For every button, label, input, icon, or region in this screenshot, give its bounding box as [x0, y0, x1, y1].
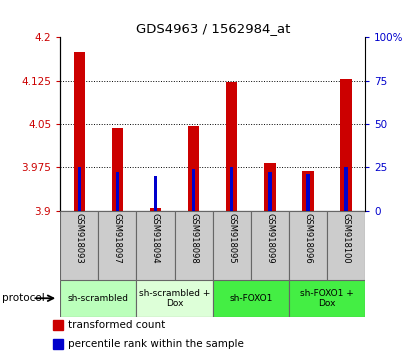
FancyBboxPatch shape [98, 211, 137, 280]
Bar [192, 169, 195, 211]
Text: GSM918093: GSM918093 [75, 213, 84, 264]
Bar [344, 167, 348, 211]
Bar [306, 174, 310, 211]
Title: GDS4963 / 1562984_at: GDS4963 / 1562984_at [136, 22, 290, 35]
FancyBboxPatch shape [60, 280, 137, 317]
Bar [54, 320, 63, 330]
Text: GSM918096: GSM918096 [303, 213, 312, 264]
Bar [154, 176, 157, 211]
Bar [340, 79, 352, 211]
Bar [264, 163, 276, 211]
Text: GSM918098: GSM918098 [189, 213, 198, 264]
Bar [150, 208, 161, 211]
FancyBboxPatch shape [212, 211, 251, 280]
Bar [112, 128, 123, 211]
Bar [302, 171, 314, 211]
Text: GSM918097: GSM918097 [113, 213, 122, 264]
Text: GSM918094: GSM918094 [151, 213, 160, 264]
Text: sh-FOXO1 +
Dox: sh-FOXO1 + Dox [300, 289, 354, 308]
Bar [73, 52, 85, 211]
Text: GSM918099: GSM918099 [265, 213, 274, 264]
FancyBboxPatch shape [137, 280, 212, 317]
Bar [116, 172, 119, 211]
FancyBboxPatch shape [289, 280, 365, 317]
Bar [54, 339, 63, 349]
Text: percentile rank within the sample: percentile rank within the sample [68, 339, 244, 349]
Bar [226, 82, 237, 211]
Text: GSM918095: GSM918095 [227, 213, 236, 264]
Text: sh-FOXO1: sh-FOXO1 [229, 294, 273, 303]
FancyBboxPatch shape [289, 211, 327, 280]
Text: GSM918100: GSM918100 [342, 213, 351, 264]
Text: sh-scrambled: sh-scrambled [68, 294, 129, 303]
FancyBboxPatch shape [212, 280, 289, 317]
Bar [268, 172, 271, 211]
FancyBboxPatch shape [175, 211, 212, 280]
FancyBboxPatch shape [60, 211, 98, 280]
Text: transformed count: transformed count [68, 320, 165, 330]
Text: protocol: protocol [2, 293, 45, 303]
FancyBboxPatch shape [137, 211, 175, 280]
Text: sh-scrambled +
Dox: sh-scrambled + Dox [139, 289, 210, 308]
Bar [78, 167, 81, 211]
FancyBboxPatch shape [251, 211, 289, 280]
Bar [230, 167, 234, 211]
FancyBboxPatch shape [327, 211, 365, 280]
Bar [188, 126, 199, 211]
